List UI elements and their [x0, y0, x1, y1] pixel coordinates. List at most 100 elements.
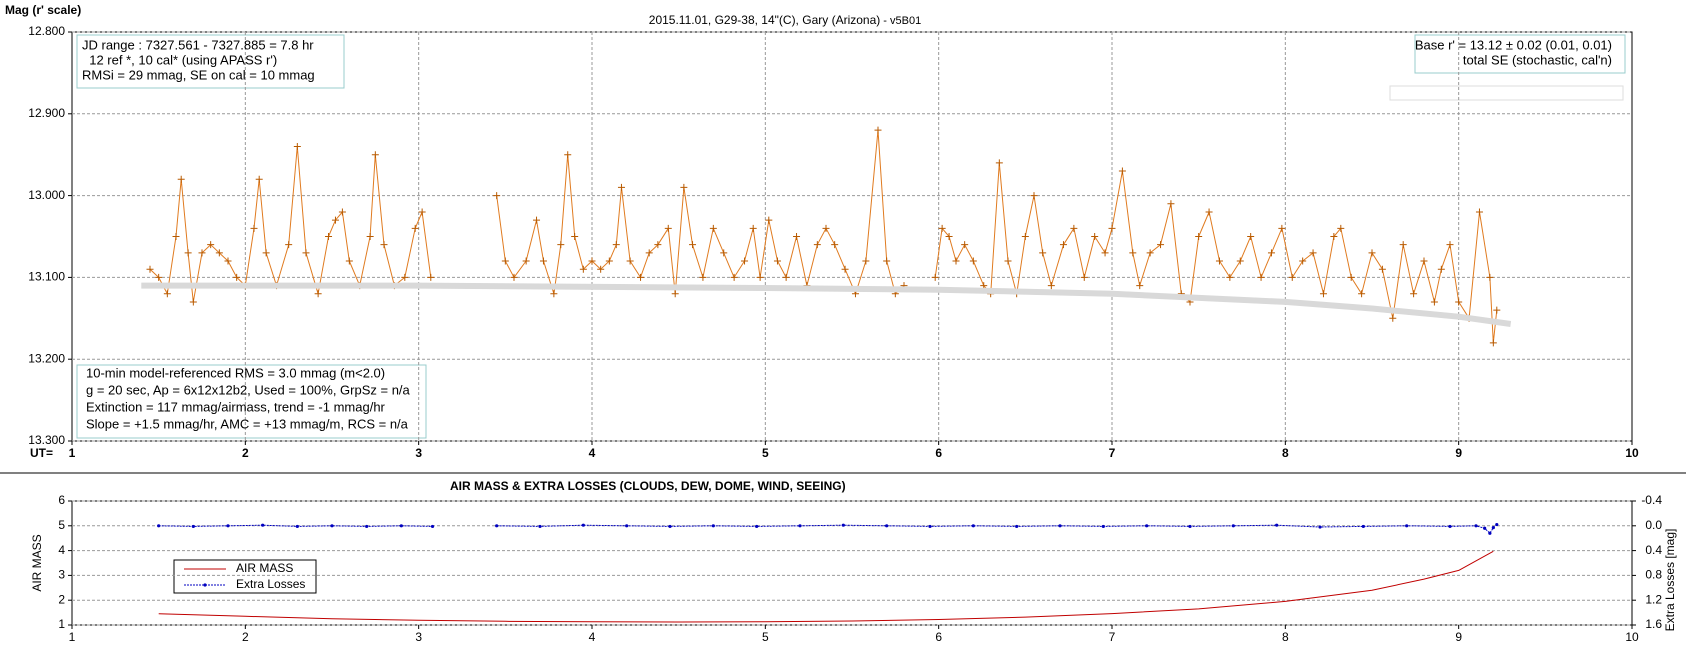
- data-point: [938, 224, 946, 232]
- data-point: [588, 257, 596, 265]
- data-point: [207, 241, 215, 249]
- y2-tick-label: 1.6: [1645, 617, 1662, 631]
- data-point: [1475, 208, 1483, 216]
- y-axis-label: Mag (r' scale): [5, 3, 81, 17]
- legend-marker: [203, 583, 207, 587]
- data-point: [155, 273, 163, 281]
- data-point: [418, 208, 426, 216]
- data-point: [756, 273, 764, 281]
- data-point: [1309, 249, 1317, 257]
- legend-label: Extra Losses: [236, 577, 305, 591]
- legend-label: AIR MASS: [236, 561, 293, 575]
- y-tick-label: 13.100: [28, 270, 65, 284]
- data-point: [841, 523, 845, 527]
- data-point: [1299, 257, 1307, 265]
- data-point: [1446, 241, 1454, 249]
- data-point: [1488, 531, 1492, 535]
- chart-title: AIR MASS & EXTRA LOSSES (CLOUDS, DEW, DO…: [450, 479, 846, 493]
- data-point: [163, 290, 171, 298]
- data-point: [1091, 233, 1099, 240]
- data-point: [1410, 290, 1418, 298]
- data-point: [645, 249, 653, 257]
- data-point: [1483, 526, 1487, 530]
- data-point: [224, 257, 232, 265]
- data-point: [501, 257, 509, 265]
- data-point: [1430, 298, 1438, 306]
- x-tick-label: 6: [935, 630, 942, 644]
- data-point: [1145, 524, 1149, 528]
- data-point: [1486, 273, 1494, 281]
- data-point: [862, 257, 870, 265]
- data-point: [885, 524, 889, 528]
- x-tick-label: 1: [69, 630, 76, 644]
- x-tick-label: 8: [1282, 446, 1289, 460]
- data-point: [1047, 282, 1055, 290]
- data-point: [755, 524, 759, 529]
- data-point: [1389, 314, 1397, 322]
- data-point: [177, 175, 185, 183]
- data-point: [1205, 208, 1213, 216]
- y2-tick-label: 0.0: [1645, 518, 1662, 532]
- data-point: [952, 257, 960, 265]
- data-point: [1080, 273, 1088, 281]
- data-point: [189, 298, 197, 306]
- data-point: [1231, 524, 1235, 528]
- data-point: [430, 524, 435, 529]
- x-tick-label: 2: [242, 630, 249, 644]
- annotation-box: [76, 34, 345, 89]
- annotation: JD range : 7327.561 - 7327.885 = 7.8 hr: [82, 37, 314, 52]
- data-point: [1039, 249, 1047, 257]
- data-point: [371, 151, 379, 159]
- data-point: [1188, 524, 1192, 529]
- data-point: [295, 524, 299, 529]
- data-point: [689, 241, 697, 249]
- data-point: [427, 273, 435, 281]
- data-point: [1420, 257, 1428, 265]
- annotation: RMSi = 29 mmag, SE on cal = 10 mmag: [82, 67, 315, 82]
- x-tick-label: 5: [762, 446, 769, 460]
- data-point: [1059, 241, 1067, 249]
- y2-axis-label: Extra Losses [mag]: [1663, 529, 1677, 632]
- data-point: [1347, 273, 1355, 281]
- x-tick-label: 4: [589, 630, 596, 644]
- annotation: g = 20 sec, Ap = 6x12x12b2, Used = 100%,…: [86, 382, 411, 397]
- data-point: [1118, 167, 1126, 175]
- data-point: [522, 257, 530, 265]
- data-point: [338, 208, 346, 216]
- data-point: [538, 524, 542, 529]
- data-point: [813, 241, 821, 249]
- data-point: [617, 183, 625, 191]
- data-point: [411, 224, 419, 232]
- data-point: [765, 216, 773, 224]
- data-point: [330, 524, 334, 528]
- series-line: [158, 550, 1494, 623]
- data-point: [822, 224, 830, 232]
- data-point: [215, 249, 223, 257]
- y-tick-label: 13.000: [28, 188, 65, 202]
- data-point: [302, 249, 310, 257]
- data-point: [262, 249, 270, 257]
- data-point: [1275, 523, 1279, 527]
- x-tick-label: 9: [1455, 446, 1462, 460]
- data-point: [637, 273, 645, 281]
- data-point: [261, 523, 265, 527]
- data-point: [255, 175, 263, 183]
- data-point: [625, 524, 629, 528]
- chart-title: 2015.11.01, G29-38, 14"(C), Gary (Arizon…: [649, 13, 921, 27]
- data-point: [564, 151, 572, 159]
- data-point: [1157, 241, 1165, 249]
- y-tick-label: 13.300: [28, 433, 65, 447]
- data-point: [1101, 524, 1105, 529]
- data-point: [654, 241, 662, 249]
- data-point: [1021, 233, 1029, 240]
- data-point: [773, 257, 781, 265]
- y-axis-label: AIR MASS: [30, 534, 44, 591]
- data-point: [1399, 241, 1407, 249]
- data-point: [1226, 273, 1234, 281]
- data-point: [1136, 282, 1144, 290]
- data-point: [510, 273, 518, 281]
- y2-tick-label: 0.8: [1645, 568, 1662, 582]
- y-tick-label: 4: [58, 543, 65, 557]
